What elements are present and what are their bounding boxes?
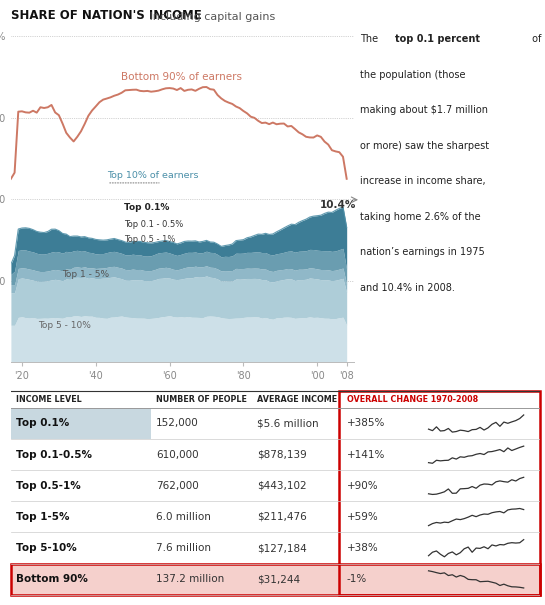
Text: Top 0.1%: Top 0.1%: [16, 419, 69, 428]
Text: INCOME LEVEL: INCOME LEVEL: [16, 395, 82, 404]
Text: $878,139: $878,139: [257, 450, 306, 460]
Text: NUMBER OF PEOPLE: NUMBER OF PEOPLE: [156, 395, 247, 404]
Text: Top 1 - 5%: Top 1 - 5%: [62, 270, 110, 280]
Text: 10.4%: 10.4%: [320, 200, 356, 211]
Text: Top 10% of earners: Top 10% of earners: [107, 171, 198, 180]
Bar: [11, 470, 151, 502]
Text: The: The: [360, 34, 381, 44]
Text: 7.6 million: 7.6 million: [156, 543, 211, 553]
Text: the population (those: the population (those: [360, 70, 465, 80]
Text: $31,244: $31,244: [257, 574, 300, 584]
Text: nation’s earnings in 1975: nation’s earnings in 1975: [360, 247, 485, 257]
Text: $5.6 million: $5.6 million: [257, 419, 318, 428]
Text: or more) saw the sharpest: or more) saw the sharpest: [360, 141, 489, 151]
Text: +141%: +141%: [347, 450, 385, 460]
Text: Bottom 90%: Bottom 90%: [16, 574, 88, 584]
Text: 762,000: 762,000: [156, 481, 199, 491]
Text: Bottom 90% of earners: Bottom 90% of earners: [120, 72, 242, 82]
Text: Top 1-5%: Top 1-5%: [16, 512, 70, 522]
Text: $443,102: $443,102: [257, 481, 306, 491]
Text: +59%: +59%: [347, 512, 378, 522]
Bar: [11, 564, 151, 595]
Text: +90%: +90%: [347, 481, 378, 491]
Text: Top 5 - 10%: Top 5 - 10%: [38, 321, 91, 330]
Text: AVERAGE INCOME: AVERAGE INCOME: [257, 395, 337, 404]
Bar: [11, 408, 151, 439]
Text: 6.0 million: 6.0 million: [156, 512, 211, 522]
Bar: [11, 439, 151, 470]
Text: 610,000: 610,000: [156, 450, 199, 460]
Text: top 0.1 percent: top 0.1 percent: [395, 34, 480, 44]
Text: $127,184: $127,184: [257, 543, 306, 553]
Text: OVERALL CHANGE 1970-2008: OVERALL CHANGE 1970-2008: [347, 395, 478, 404]
Text: Top 0.5-1%: Top 0.5-1%: [16, 481, 81, 491]
Text: Top 5-10%: Top 5-10%: [16, 543, 77, 553]
Text: of: of: [529, 34, 541, 44]
Text: Top 0.1 - 0.5%: Top 0.1 - 0.5%: [124, 220, 183, 229]
Text: $211,476: $211,476: [257, 512, 306, 522]
Text: -1%: -1%: [347, 574, 367, 584]
Bar: [151, 564, 540, 595]
Text: Including capital gains: Including capital gains: [146, 12, 275, 22]
Text: Top 0.1%: Top 0.1%: [124, 203, 169, 212]
Text: increase in income share,: increase in income share,: [360, 176, 485, 186]
Text: SHARE OF NATION'S INCOME: SHARE OF NATION'S INCOME: [11, 10, 202, 22]
Bar: [11, 502, 151, 532]
Text: +38%: +38%: [347, 543, 378, 553]
Text: 152,000: 152,000: [156, 419, 199, 428]
Text: taking home 2.6% of the: taking home 2.6% of the: [360, 212, 480, 221]
Bar: [11, 532, 151, 564]
Text: Top 0.5 - 1%: Top 0.5 - 1%: [124, 235, 175, 244]
Text: 137.2 million: 137.2 million: [156, 574, 225, 584]
Text: making about $1.7 million: making about $1.7 million: [360, 105, 488, 115]
Text: and 10.4% in 2008.: and 10.4% in 2008.: [360, 283, 455, 293]
Text: Top 0.1-0.5%: Top 0.1-0.5%: [16, 450, 92, 460]
Text: +385%: +385%: [347, 419, 385, 428]
